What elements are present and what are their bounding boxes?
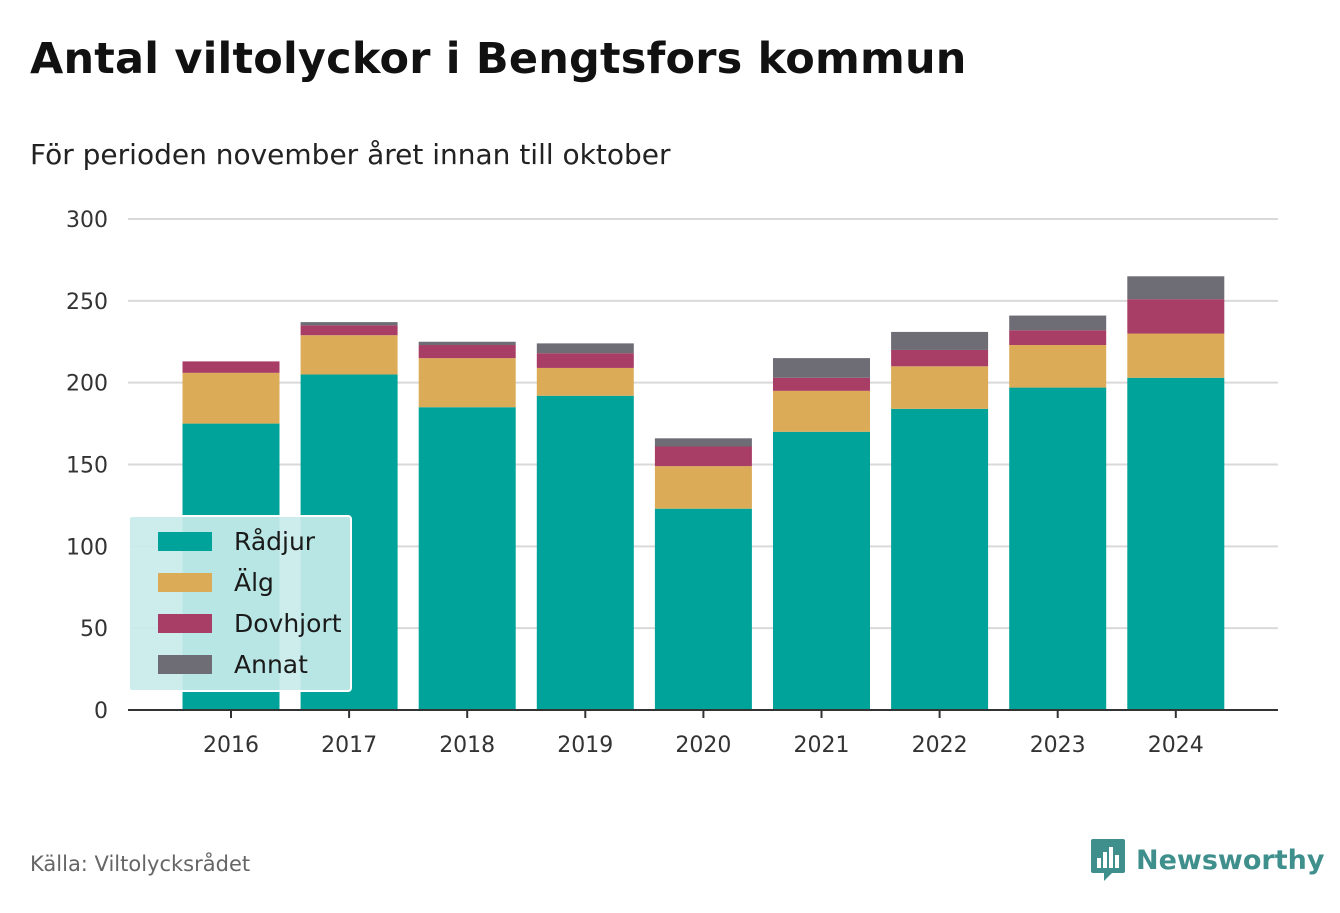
legend-swatch (158, 655, 212, 674)
bar-segment-älg (300, 335, 398, 375)
bar-segment-älg (182, 372, 280, 424)
bar-segment-dovhjort (891, 349, 989, 367)
chart-title: Antal viltolyckor i Bengtsfors kommun (30, 34, 967, 84)
legend-item: Dovhjort (158, 609, 342, 638)
bar-segment-dovhjort (654, 446, 752, 467)
bar-segment-rådjur (1009, 387, 1107, 710)
x-tick-label: 2022 (912, 733, 968, 758)
x-tick-label: 2017 (321, 733, 377, 758)
y-tick-label: 150 (66, 454, 108, 479)
y-tick-label: 50 (80, 617, 108, 642)
chart-subtitle: För perioden november året innan till ok… (30, 138, 671, 171)
bar-segment-annat (300, 322, 398, 326)
x-tick-label: 2023 (1030, 733, 1086, 758)
legend-swatch (158, 614, 212, 633)
legend-label: Dovhjort (234, 609, 342, 638)
x-tick-label: 2016 (203, 733, 259, 758)
x-tick-label: 2024 (1148, 733, 1204, 758)
legend-swatch (158, 532, 212, 551)
bar-segment-annat (1009, 315, 1107, 331)
bar-segment-annat (891, 331, 989, 350)
y-tick-label: 200 (66, 372, 108, 397)
bar-segment-annat (418, 341, 516, 346)
bar-segment-dovhjort (773, 377, 870, 391)
bar-segment-dovhjort (1009, 330, 1107, 346)
legend-item: Annat (158, 650, 308, 679)
bar-segment-älg (1127, 333, 1225, 378)
legend-label: Rådjur (234, 527, 316, 556)
source-note: Källa: Viltolycksrådet (30, 852, 251, 876)
brand-logo: Newsworthy (1090, 838, 1324, 882)
legend-swatch (158, 573, 212, 592)
y-tick-label: 100 (66, 535, 108, 560)
x-tick-label: 2019 (557, 733, 613, 758)
bar-segment-rådjur (654, 508, 752, 710)
bar-segment-dovhjort (418, 345, 516, 359)
bar-chart-speech-bubble-icon (1091, 839, 1125, 881)
y-tick-label: 300 (66, 208, 108, 233)
brand-name: Newsworthy (1136, 844, 1325, 876)
bar-segment-rådjur (1127, 377, 1225, 710)
bar-segment-rådjur (891, 408, 989, 710)
bar-segment-rådjur (536, 395, 634, 710)
x-tick-label: 2021 (794, 733, 850, 758)
legend-item: Älg (158, 568, 274, 597)
legend-label: Annat (234, 650, 308, 679)
bar-segment-älg (773, 390, 870, 432)
x-tick-label: 2020 (675, 733, 731, 758)
bar-segment-rådjur (773, 431, 870, 710)
bar-segment-annat (536, 343, 634, 354)
bar-segment-dovhjort (182, 361, 280, 373)
bar-segment-älg (891, 366, 989, 409)
bar-segment-älg (1009, 345, 1107, 388)
legend-label: Älg (234, 568, 274, 597)
bar-segment-rådjur (418, 407, 516, 710)
chart-legend: Rådjur Älg Dovhjort Annat (128, 515, 352, 692)
y-tick-label: 0 (94, 699, 108, 724)
bar-segment-dovhjort (300, 325, 398, 336)
bar-segment-dovhjort (536, 353, 634, 368)
y-tick-label: 250 (66, 290, 108, 315)
bar-segment-älg (654, 466, 752, 509)
bar-segment-älg (418, 358, 516, 408)
x-tick-label: 2018 (439, 733, 495, 758)
bar-segment-annat (654, 438, 752, 447)
bar-segment-dovhjort (1127, 299, 1225, 334)
bar-segment-annat (773, 358, 870, 378)
bar-segment-älg (536, 367, 634, 396)
legend-item: Rådjur (158, 527, 315, 556)
bar-segment-annat (1127, 276, 1225, 300)
